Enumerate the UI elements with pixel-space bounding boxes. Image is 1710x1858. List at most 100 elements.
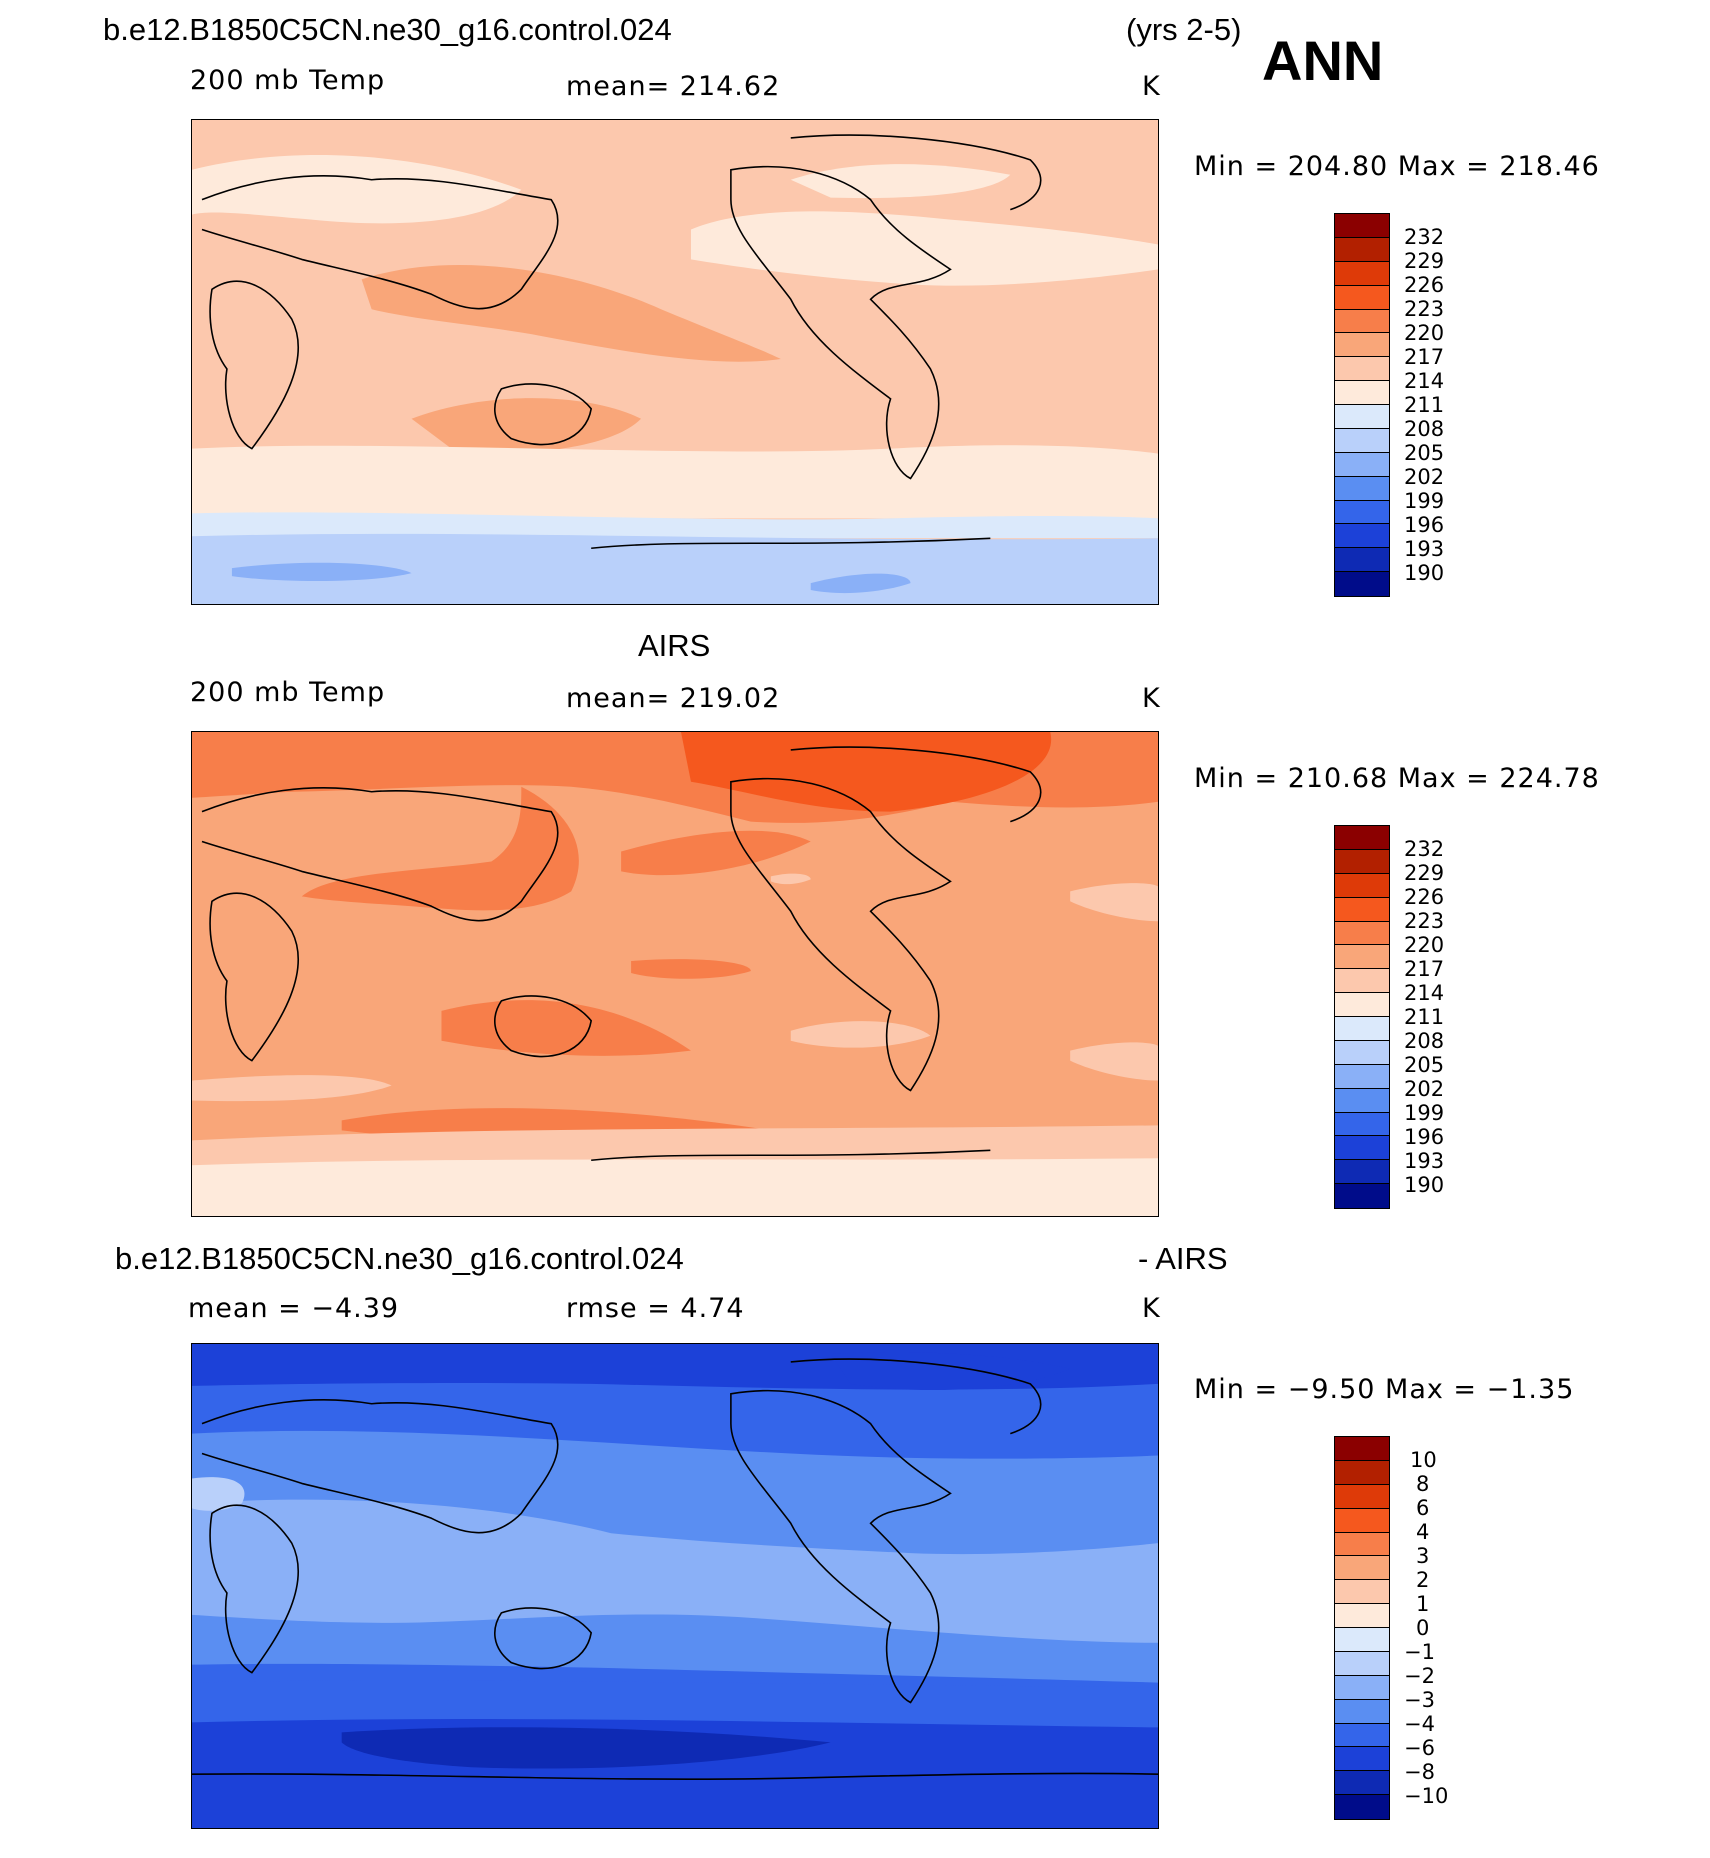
colorbar-label: 226: [1404, 273, 1445, 297]
panel2-units-label: K: [1142, 683, 1161, 714]
panel2-minmax-label: Min = 210.68 Max = 224.78: [1194, 763, 1600, 794]
colorbar-swatch: [1335, 1532, 1389, 1557]
colorbar-label: 229: [1404, 249, 1445, 273]
colorbar-swatch: [1335, 1437, 1389, 1461]
panel3-title-left: b.e12.B1850C5CN.ne30_g16.control.024: [115, 1241, 684, 1276]
colorbar-swatch: [1335, 921, 1389, 946]
colorbar-swatch: [1335, 1747, 1389, 1772]
colorbar-swatch: [1335, 826, 1389, 850]
colorbar-label: 199: [1404, 1101, 1445, 1125]
colorbar-swatch: [1335, 993, 1389, 1017]
panel2-title: AIRS: [638, 628, 711, 663]
colorbar-swatch: [1335, 572, 1389, 596]
colorbar-label: 10: [1410, 1448, 1437, 1472]
panel1-units-label: K: [1142, 71, 1161, 102]
colorbar-swatch: [1335, 945, 1389, 970]
colorbar-label: 205: [1404, 1053, 1445, 1077]
colorbar-swatch: [1335, 309, 1389, 334]
colorbar-label: 202: [1404, 1077, 1445, 1101]
panel3-mean-label: mean = −4.39: [188, 1293, 400, 1324]
colorbar-swatch: [1335, 524, 1389, 549]
colorbar-swatch: [1335, 1795, 1389, 1819]
colorbar-swatch: [1335, 1628, 1389, 1652]
colorbar-label: 0: [1416, 1616, 1430, 1640]
panel1-minmax-label: Min = 204.80 Max = 218.46: [1194, 151, 1600, 182]
colorbar-label: 2: [1416, 1568, 1430, 1592]
panel3-map: [191, 1343, 1159, 1829]
colorbar-swatch: [1335, 1580, 1389, 1605]
colorbar-swatch: [1335, 1184, 1389, 1208]
colorbar-label: 211: [1404, 1005, 1445, 1029]
panel1-map: [191, 119, 1159, 605]
colorbar-label: 3: [1416, 1544, 1430, 1568]
panel3-rmse-label: rmse = 4.74: [566, 1293, 745, 1324]
colorbar-label: 202: [1404, 465, 1445, 489]
colorbar-label: 196: [1404, 1125, 1445, 1149]
colorbar-swatch: [1335, 548, 1389, 573]
colorbar-label: 214: [1404, 369, 1445, 393]
colorbar-label: −4: [1404, 1712, 1435, 1736]
colorbar-label: −3: [1404, 1688, 1435, 1712]
colorbar-swatch: [1335, 849, 1389, 874]
colorbar-swatch: [1335, 1064, 1389, 1089]
panel3-units-label: K: [1142, 1293, 1161, 1324]
colorbar-swatch: [1335, 1484, 1389, 1509]
colorbar-swatch: [1335, 1460, 1389, 1485]
colorbar-label: 232: [1404, 837, 1445, 861]
colorbar-swatch: [1335, 1112, 1389, 1137]
colorbar-swatch: [1335, 1017, 1389, 1041]
colorbar-label: 217: [1404, 957, 1445, 981]
panel2-map: [191, 731, 1159, 1217]
panel3-minmax-label: Min = −9.50 Max = −1.35: [1194, 1374, 1575, 1405]
colorbar-label: 190: [1404, 1173, 1445, 1197]
colorbar-label: 226: [1404, 885, 1445, 909]
panel2-field-label: 200 mb Temp: [190, 677, 386, 708]
colorbar-swatch: [1335, 214, 1389, 238]
colorbar-label: 208: [1404, 417, 1445, 441]
colorbar-swatch: [1335, 1136, 1389, 1161]
colorbar-swatch: [1335, 969, 1389, 994]
colorbar-label: 223: [1404, 909, 1445, 933]
colorbar-label: 220: [1404, 933, 1445, 957]
colorbar-swatch: [1335, 333, 1389, 358]
years-label: (yrs 2-5): [1126, 12, 1242, 47]
colorbar-swatch: [1335, 1771, 1389, 1796]
colorbar-swatch: [1335, 285, 1389, 310]
colorbar-swatch: [1335, 500, 1389, 525]
colorbar-swatch: [1335, 873, 1389, 898]
season-label: ANN: [1262, 29, 1384, 92]
colorbar-label: 217: [1404, 345, 1445, 369]
colorbar-swatch: [1335, 1723, 1389, 1748]
colorbar-swatch: [1335, 405, 1389, 429]
colorbar-swatch: [1335, 1699, 1389, 1724]
colorbar-label: 214: [1404, 981, 1445, 1005]
colorbar-label: 223: [1404, 297, 1445, 321]
colorbar-label: 8: [1416, 1472, 1430, 1496]
colorbar-swatch: [1335, 897, 1389, 922]
colorbar-label: 4: [1416, 1520, 1430, 1544]
colorbar-swatch: [1335, 1675, 1389, 1700]
colorbar-label: 211: [1404, 393, 1445, 417]
colorbar-swatch: [1335, 1040, 1389, 1065]
colorbar-label: 232: [1404, 225, 1445, 249]
colorbar-swatch: [1335, 1604, 1389, 1628]
panel2-colorbar: [1334, 825, 1390, 1209]
colorbar-label: 208: [1404, 1029, 1445, 1053]
colorbar-label: −1: [1404, 1640, 1435, 1664]
colorbar-swatch: [1335, 1160, 1389, 1185]
panel1-field-label: 200 mb Temp: [190, 65, 386, 96]
case-title: b.e12.B1850C5CN.ne30_g16.control.024: [103, 12, 672, 47]
colorbar-swatch: [1335, 381, 1389, 405]
colorbar-swatch: [1335, 261, 1389, 286]
colorbar-swatch: [1335, 1088, 1389, 1113]
colorbar-label: 205: [1404, 441, 1445, 465]
colorbar-swatch: [1335, 1508, 1389, 1533]
colorbar-label: 6: [1416, 1496, 1430, 1520]
panel3-colorbar: [1334, 1436, 1390, 1820]
colorbar-label: 193: [1404, 537, 1445, 561]
colorbar-label: 229: [1404, 861, 1445, 885]
colorbar-swatch: [1335, 1556, 1389, 1581]
colorbar-label: 220: [1404, 321, 1445, 345]
colorbar-swatch: [1335, 476, 1389, 501]
panel3-title-right: - AIRS: [1138, 1241, 1228, 1276]
